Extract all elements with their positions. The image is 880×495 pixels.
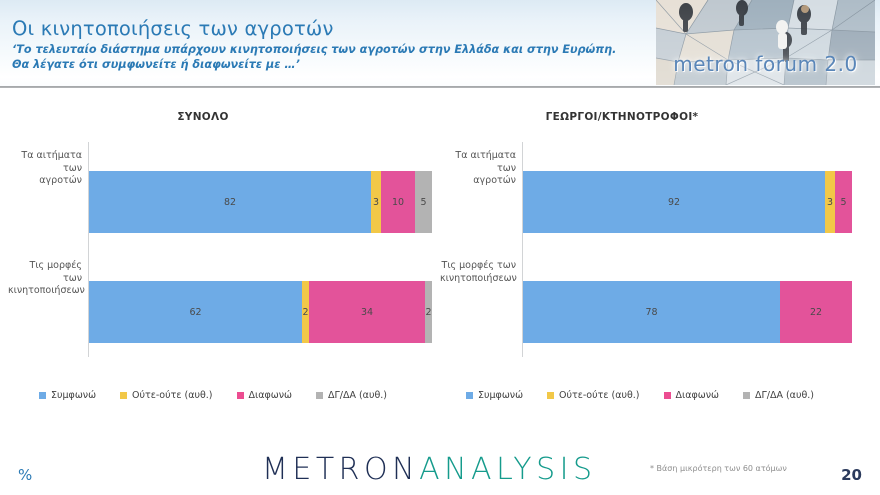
page-subtitle: ‘Το τελευταίο διάστημα υπάρχουν κινητοπο… [12, 43, 642, 72]
legend-swatch-disagree-icon [236, 392, 244, 399]
legend-item-agree[interactable]: Συμφωνώ [466, 390, 523, 401]
segment-disagree[interactable]: 10 [381, 171, 415, 233]
legend-label-neither: Ούτε-ούτε (αυθ.) [559, 390, 640, 401]
category-label-line-1: Τις μορφές των [29, 260, 82, 284]
legend-item-dk[interactable]: ΔΓ/ΔΑ (αυθ.) [742, 390, 814, 401]
legend-item-disagree[interactable]: Διαφωνώ [236, 390, 292, 401]
segment-value-disagree: 34 [360, 306, 374, 318]
plot-area-farmers: 92 3 5 78 22 [522, 142, 862, 357]
legend-swatch-agree-icon [466, 392, 474, 399]
percent-unit-label: % [18, 466, 33, 484]
segment-value-neither: 2 [302, 306, 309, 318]
segment-value-dk: 2 [425, 306, 432, 318]
stacked-bar: 78 22 [523, 281, 852, 343]
legend-swatch-disagree-icon [663, 392, 671, 399]
subtitle-line-1: ‘Το τελευταίο διάστημα υπάρχουν κινητοπο… [12, 43, 617, 56]
footnote-small-base: * Βάση μικρότερη των 60 ατόμων [650, 464, 787, 473]
stacked-bar: 62 2 34 2 [89, 281, 432, 343]
stacked-bar: 82 3 10 5 [89, 171, 432, 233]
legend-item-dk[interactable]: ΔΓ/ΔΑ (αυθ.) [315, 390, 387, 401]
value-axis-line [522, 142, 523, 357]
chart-title-total: ΣΥΝΟΛΟ [177, 111, 229, 123]
plot-area-total: 82 3 10 5 62 2 34 2 [88, 142, 433, 357]
segment-value-disagree: 5 [840, 196, 847, 208]
segment-value-disagree: 10 [391, 196, 405, 208]
stacked-bar: 92 3 5 [523, 171, 852, 233]
legend-swatch-dk-icon [315, 392, 323, 399]
segment-value-agree: 78 [645, 306, 658, 318]
segment-value-neither: 3 [826, 196, 834, 208]
segment-disagree[interactable]: 34 [309, 281, 425, 343]
legend-label-disagree: Διαφωνώ [675, 390, 719, 401]
segment-value-dk: 5 [420, 196, 427, 208]
legend-swatch-agree-icon [39, 392, 47, 399]
chart-panel-total: ΣΥΝΟΛΟ Τα αιτήματα των αγροτών Τις μορφέ… [8, 105, 440, 405]
category-label-line-1: Τα αιτήματα των [21, 150, 82, 174]
legend-label-disagree: Διαφωνώ [248, 390, 292, 401]
segment-neither[interactable]: 2 [302, 281, 309, 343]
legend-swatch-dk-icon [742, 392, 750, 399]
brand-analysis: ANALYSIS [419, 452, 597, 487]
category-label-line-2: αγροτών [473, 175, 516, 186]
segment-disagree[interactable]: 5 [835, 171, 852, 233]
segment-neither[interactable]: 3 [825, 171, 835, 233]
legend-item-disagree[interactable]: Διαφωνώ [663, 390, 719, 401]
page-number: 20 [841, 466, 862, 484]
segment-agree[interactable]: 92 [523, 171, 825, 233]
legend-label-agree: Συμφωνώ [51, 390, 97, 401]
legend-item-agree[interactable]: Συμφωνώ [39, 390, 96, 401]
legend-label-dk: ΔΓ/ΔΑ (αυθ.) [754, 390, 814, 401]
logo-wordmark: metron forum 2.0 [673, 52, 858, 76]
logo-geometric-artwork [656, 0, 875, 85]
metron-analysis-logo: METRONANALYSIS [262, 452, 622, 487]
chart-panel-farmers: ΓΕΩΡΓΟΙ/ΚΤΗΝΟΤΡΟΦΟΙ* Τα αιτήματα των αγρ… [440, 105, 876, 405]
subtitle-line-2: Θα λέγατε ότι συμφωνείτε ή διαφωνείτε με… [12, 57, 300, 71]
category-label-forms: Τις μορφές των κινητοποιήσεων [8, 260, 85, 298]
legend-swatch-neither-icon [547, 392, 555, 399]
category-label-demands: Τα αιτήματα των αγροτών [8, 150, 82, 188]
segment-neither[interactable]: 3 [371, 171, 381, 233]
page-title: Οι κινητοποιήσεις των αγροτών [12, 17, 334, 40]
category-label-line-2: κινητοποιήσεων [440, 272, 517, 284]
legend-item-neither[interactable]: Ούτε-ούτε (αυθ.) [120, 390, 213, 401]
segment-value-agree: 62 [189, 306, 202, 318]
segment-value-agree: 82 [223, 196, 237, 208]
segment-agree[interactable]: 78 [523, 281, 780, 343]
logo-photo-collage [656, 0, 875, 85]
category-label-forms: Τις μορφές των κινητοποιήσεων [440, 260, 517, 285]
segment-dk[interactable]: 2 [425, 281, 432, 343]
legend-label-agree: Συμφωνώ [478, 390, 524, 401]
segment-disagree[interactable]: 22 [780, 281, 852, 343]
category-label-demands: Τα αιτήματα των αγροτών [440, 150, 516, 188]
legend-label-dk: ΔΓ/ΔΑ (αυθ.) [327, 390, 387, 401]
segment-agree[interactable]: 82 [89, 171, 371, 233]
category-label-line-1: Τα αιτήματα των [455, 150, 516, 174]
value-axis-line [88, 142, 89, 357]
category-label-line-1: Τις μορφές των [441, 260, 516, 271]
segment-agree[interactable]: 62 [89, 281, 302, 343]
category-label-line-2: αγροτών [39, 175, 82, 186]
segment-value-neither: 3 [372, 196, 380, 208]
segment-value-disagree: 22 [809, 306, 823, 318]
chart-title-farmers: ΓΕΩΡΓΟΙ/ΚΤΗΝΟΤΡΟΦΟΙ* [545, 111, 699, 123]
metron-forum-logo: metron forum 2.0 [656, 0, 875, 85]
legend-label-neither: Ούτε-ούτε (αυθ.) [132, 390, 213, 401]
segment-dk[interactable]: 5 [415, 171, 432, 233]
slide-header: Οι κινητοποιήσεις των αγροτών ‘Το τελευτ… [0, 0, 880, 88]
chart-legend-total: Συμφωνώ Ούτε-ούτε (αυθ.) Διαφωνώ ΔΓ/ΔΑ (… [0, 390, 428, 401]
category-label-line-2: κινητοποιήσεων [8, 285, 85, 296]
legend-item-neither[interactable]: Ούτε-ούτε (αυθ.) [547, 390, 640, 401]
legend-swatch-neither-icon [120, 392, 128, 399]
segment-value-agree: 92 [667, 196, 681, 208]
brand-metron: METRON [262, 452, 420, 487]
chart-legend-farmers: Συμφωνώ Ούτε-ούτε (αυθ.) Διαφωνώ ΔΓ/ΔΑ (… [422, 390, 858, 401]
